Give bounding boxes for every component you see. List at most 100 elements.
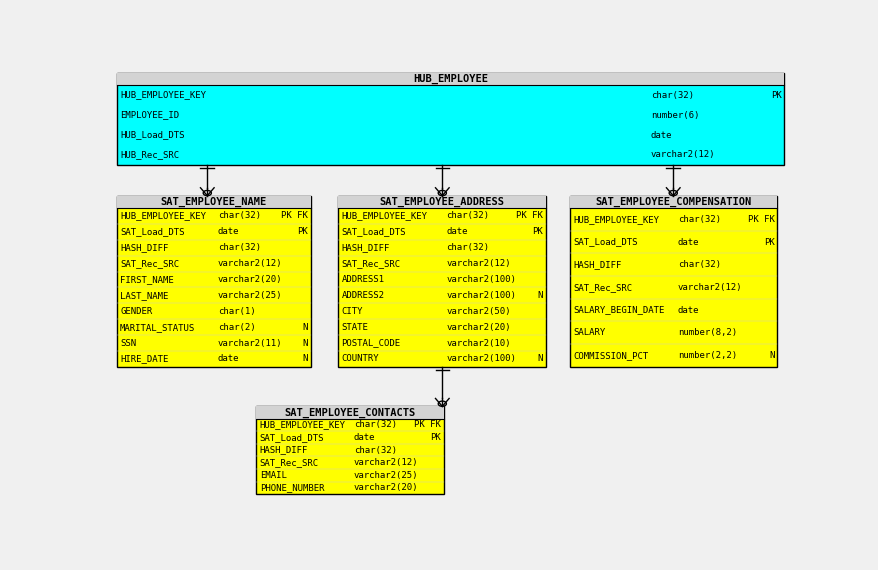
- Text: varchar2(100): varchar2(100): [446, 291, 515, 300]
- Text: N: N: [302, 323, 308, 332]
- Text: SAT_Load_DTS: SAT_Load_DTS: [120, 227, 184, 237]
- Text: date: date: [650, 131, 672, 140]
- Text: COUNTRY: COUNTRY: [341, 355, 378, 364]
- Text: char(32): char(32): [218, 243, 261, 252]
- Text: PK: PK: [763, 238, 774, 246]
- Text: char(32): char(32): [353, 421, 396, 429]
- Text: varchar2(11): varchar2(11): [218, 339, 282, 348]
- Text: ADDRESS2: ADDRESS2: [341, 291, 384, 300]
- Text: varchar2(12): varchar2(12): [446, 259, 510, 268]
- Text: varchar2(20): varchar2(20): [353, 483, 418, 492]
- Text: SAT_Rec_SRC: SAT_Rec_SRC: [572, 283, 631, 292]
- Text: varchar2(12): varchar2(12): [650, 150, 715, 160]
- Text: HUB_Rec_SRC: HUB_Rec_SRC: [120, 150, 179, 160]
- Text: varchar2(50): varchar2(50): [446, 307, 510, 316]
- Text: date: date: [218, 355, 239, 364]
- Text: varchar2(100): varchar2(100): [446, 275, 515, 284]
- Bar: [569, 196, 776, 367]
- Text: HUB_Load_DTS: HUB_Load_DTS: [120, 131, 184, 140]
- Text: varchar2(25): varchar2(25): [218, 291, 282, 300]
- Text: HASH_DIFF: HASH_DIFF: [120, 243, 169, 252]
- Text: HUB_EMPLOYEE_KEY: HUB_EMPLOYEE_KEY: [341, 211, 427, 221]
- Bar: [117, 73, 783, 165]
- Text: varchar2(12): varchar2(12): [353, 458, 418, 467]
- Text: SAT_EMPLOYEE_ADDRESS: SAT_EMPLOYEE_ADDRESS: [379, 197, 504, 207]
- Text: SAT_Load_DTS: SAT_Load_DTS: [572, 238, 637, 246]
- Text: char(32): char(32): [677, 215, 720, 224]
- Text: char(32): char(32): [446, 211, 488, 221]
- Text: PK: PK: [532, 227, 543, 237]
- Text: varchar2(10): varchar2(10): [446, 339, 510, 348]
- Text: varchar2(12): varchar2(12): [677, 283, 741, 292]
- Bar: [117, 85, 783, 165]
- Text: HASH_DIFF: HASH_DIFF: [572, 260, 621, 269]
- Bar: [569, 196, 776, 208]
- Text: varchar2(25): varchar2(25): [353, 471, 418, 480]
- Text: varchar2(20): varchar2(20): [218, 275, 282, 284]
- Text: SAT_Load_DTS: SAT_Load_DTS: [341, 227, 406, 237]
- Text: LAST_NAME: LAST_NAME: [120, 291, 169, 300]
- Text: number(2,2): number(2,2): [677, 351, 736, 360]
- Text: SALARY: SALARY: [572, 328, 605, 337]
- Text: char(32): char(32): [353, 446, 396, 455]
- Text: ADDRESS1: ADDRESS1: [341, 275, 384, 284]
- Text: COMMISSION_PCT: COMMISSION_PCT: [572, 351, 648, 360]
- Bar: [256, 406, 443, 494]
- Text: HIRE_DATE: HIRE_DATE: [120, 355, 169, 364]
- Bar: [256, 406, 443, 418]
- Text: POSTAL_CODE: POSTAL_CODE: [341, 339, 400, 348]
- Bar: [569, 208, 776, 367]
- Text: HASH_DIFF: HASH_DIFF: [260, 446, 308, 455]
- Text: char(32): char(32): [677, 260, 720, 269]
- Text: HUB_EMPLOYEE: HUB_EMPLOYEE: [413, 74, 487, 84]
- Text: SAT_Rec_SRC: SAT_Rec_SRC: [260, 458, 319, 467]
- Bar: [338, 196, 545, 208]
- Text: char(32): char(32): [650, 91, 693, 100]
- Text: PK: PK: [770, 91, 781, 100]
- Text: SAT_EMPLOYEE_COMPENSATION: SAT_EMPLOYEE_COMPENSATION: [594, 197, 751, 207]
- Text: date: date: [218, 227, 239, 237]
- Text: SAT_Rec_SRC: SAT_Rec_SRC: [120, 259, 179, 268]
- Text: GENDER: GENDER: [120, 307, 152, 316]
- Text: date: date: [677, 238, 698, 246]
- Text: date: date: [677, 306, 698, 315]
- Text: HASH_DIFF: HASH_DIFF: [341, 243, 390, 252]
- Text: SSN: SSN: [120, 339, 136, 348]
- Text: N: N: [302, 355, 308, 364]
- Text: MARITAL_STATUS: MARITAL_STATUS: [120, 323, 195, 332]
- Text: SAT_Load_DTS: SAT_Load_DTS: [260, 433, 324, 442]
- Text: char(32): char(32): [218, 211, 261, 221]
- Text: HUB_EMPLOYEE_KEY: HUB_EMPLOYEE_KEY: [120, 211, 205, 221]
- Text: date: date: [353, 433, 375, 442]
- Text: number(8,2): number(8,2): [677, 328, 736, 337]
- Bar: [338, 208, 545, 367]
- Text: PK FK: PK FK: [414, 421, 441, 429]
- Bar: [117, 196, 311, 208]
- Text: EMAIL: EMAIL: [260, 471, 286, 480]
- Text: PK: PK: [429, 433, 441, 442]
- Text: HUB_EMPLOYEE_KEY: HUB_EMPLOYEE_KEY: [572, 215, 658, 224]
- Text: PK FK: PK FK: [515, 211, 543, 221]
- Text: PK: PK: [297, 227, 308, 237]
- Text: PK FK: PK FK: [281, 211, 308, 221]
- Text: N: N: [768, 351, 774, 360]
- Text: HUB_EMPLOYEE_KEY: HUB_EMPLOYEE_KEY: [120, 91, 205, 100]
- Text: STATE: STATE: [341, 323, 368, 332]
- Text: EMPLOYEE_ID: EMPLOYEE_ID: [120, 111, 179, 120]
- Text: char(1): char(1): [218, 307, 255, 316]
- Text: N: N: [537, 291, 543, 300]
- Text: SALARY_BEGIN_DATE: SALARY_BEGIN_DATE: [572, 306, 664, 315]
- Bar: [338, 196, 545, 367]
- Text: CITY: CITY: [341, 307, 363, 316]
- Text: number(6): number(6): [650, 111, 698, 120]
- Text: char(2): char(2): [218, 323, 255, 332]
- Text: SAT_EMPLOYEE_NAME: SAT_EMPLOYEE_NAME: [161, 197, 267, 207]
- Text: HUB_EMPLOYEE_KEY: HUB_EMPLOYEE_KEY: [260, 421, 345, 429]
- Text: varchar2(100): varchar2(100): [446, 355, 515, 364]
- Bar: [117, 73, 783, 85]
- Bar: [256, 418, 443, 494]
- Text: PK FK: PK FK: [747, 215, 774, 224]
- Text: SAT_Rec_SRC: SAT_Rec_SRC: [341, 259, 400, 268]
- Text: char(32): char(32): [446, 243, 488, 252]
- Bar: [117, 196, 311, 367]
